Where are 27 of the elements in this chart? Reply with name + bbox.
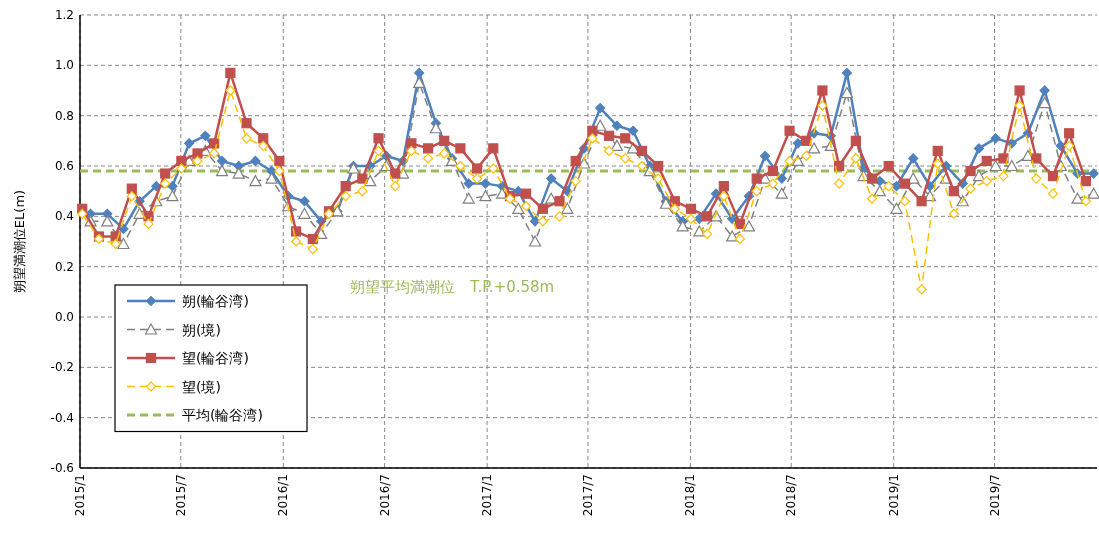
x-tick-label: 2019/7: [987, 474, 1002, 517]
x-tick-label: 2017/1: [480, 474, 495, 517]
y-tick-label: 0.8: [54, 108, 74, 123]
y-tick-label: 0.6: [54, 159, 74, 173]
y-tick-label: -0.6: [50, 461, 74, 475]
legend-label: 望(境): [182, 378, 221, 395]
x-tick-label: 2016/7: [377, 474, 392, 517]
x-tick-label: 2015/1: [73, 474, 87, 517]
y-tick-label: -0.4: [50, 410, 74, 425]
y-tick-label: 0.2: [54, 259, 74, 274]
x-tick-label: 2015/7: [173, 474, 188, 517]
y-axis-title: 朔望満潮位EL(m): [12, 189, 27, 294]
x-tick-label: 2016/1: [276, 474, 291, 517]
legend-label: 望(輪谷湾): [182, 350, 249, 366]
x-tick-label: 2018/1: [683, 474, 698, 517]
y-tick-label: 0.4: [54, 209, 74, 224]
y-tick-label: 0.0: [54, 310, 74, 324]
legend-label: 平均(輪谷湾): [182, 407, 263, 423]
x-tick-label: 2017/7: [580, 474, 595, 517]
annotation: 朔望平均満潮位 T.P.+0.58m: [350, 278, 555, 296]
legend-label: 朔(輪谷湾): [182, 293, 249, 309]
y-tick-label: 1.2: [54, 8, 74, 22]
y-tick-label: 1.0: [54, 58, 74, 73]
legend-label: 朔(境): [182, 321, 221, 338]
x-tick-label: 2019/1: [886, 474, 901, 517]
x-tick-label: 2018/7: [784, 474, 799, 517]
y-tick-label: -0.2: [50, 360, 74, 375]
